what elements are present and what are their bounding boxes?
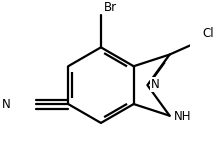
Text: N: N: [151, 78, 160, 91]
Text: N: N: [2, 97, 10, 111]
Text: NH: NH: [173, 110, 191, 123]
Text: Br: Br: [104, 1, 118, 14]
Text: Cl: Cl: [202, 27, 214, 40]
